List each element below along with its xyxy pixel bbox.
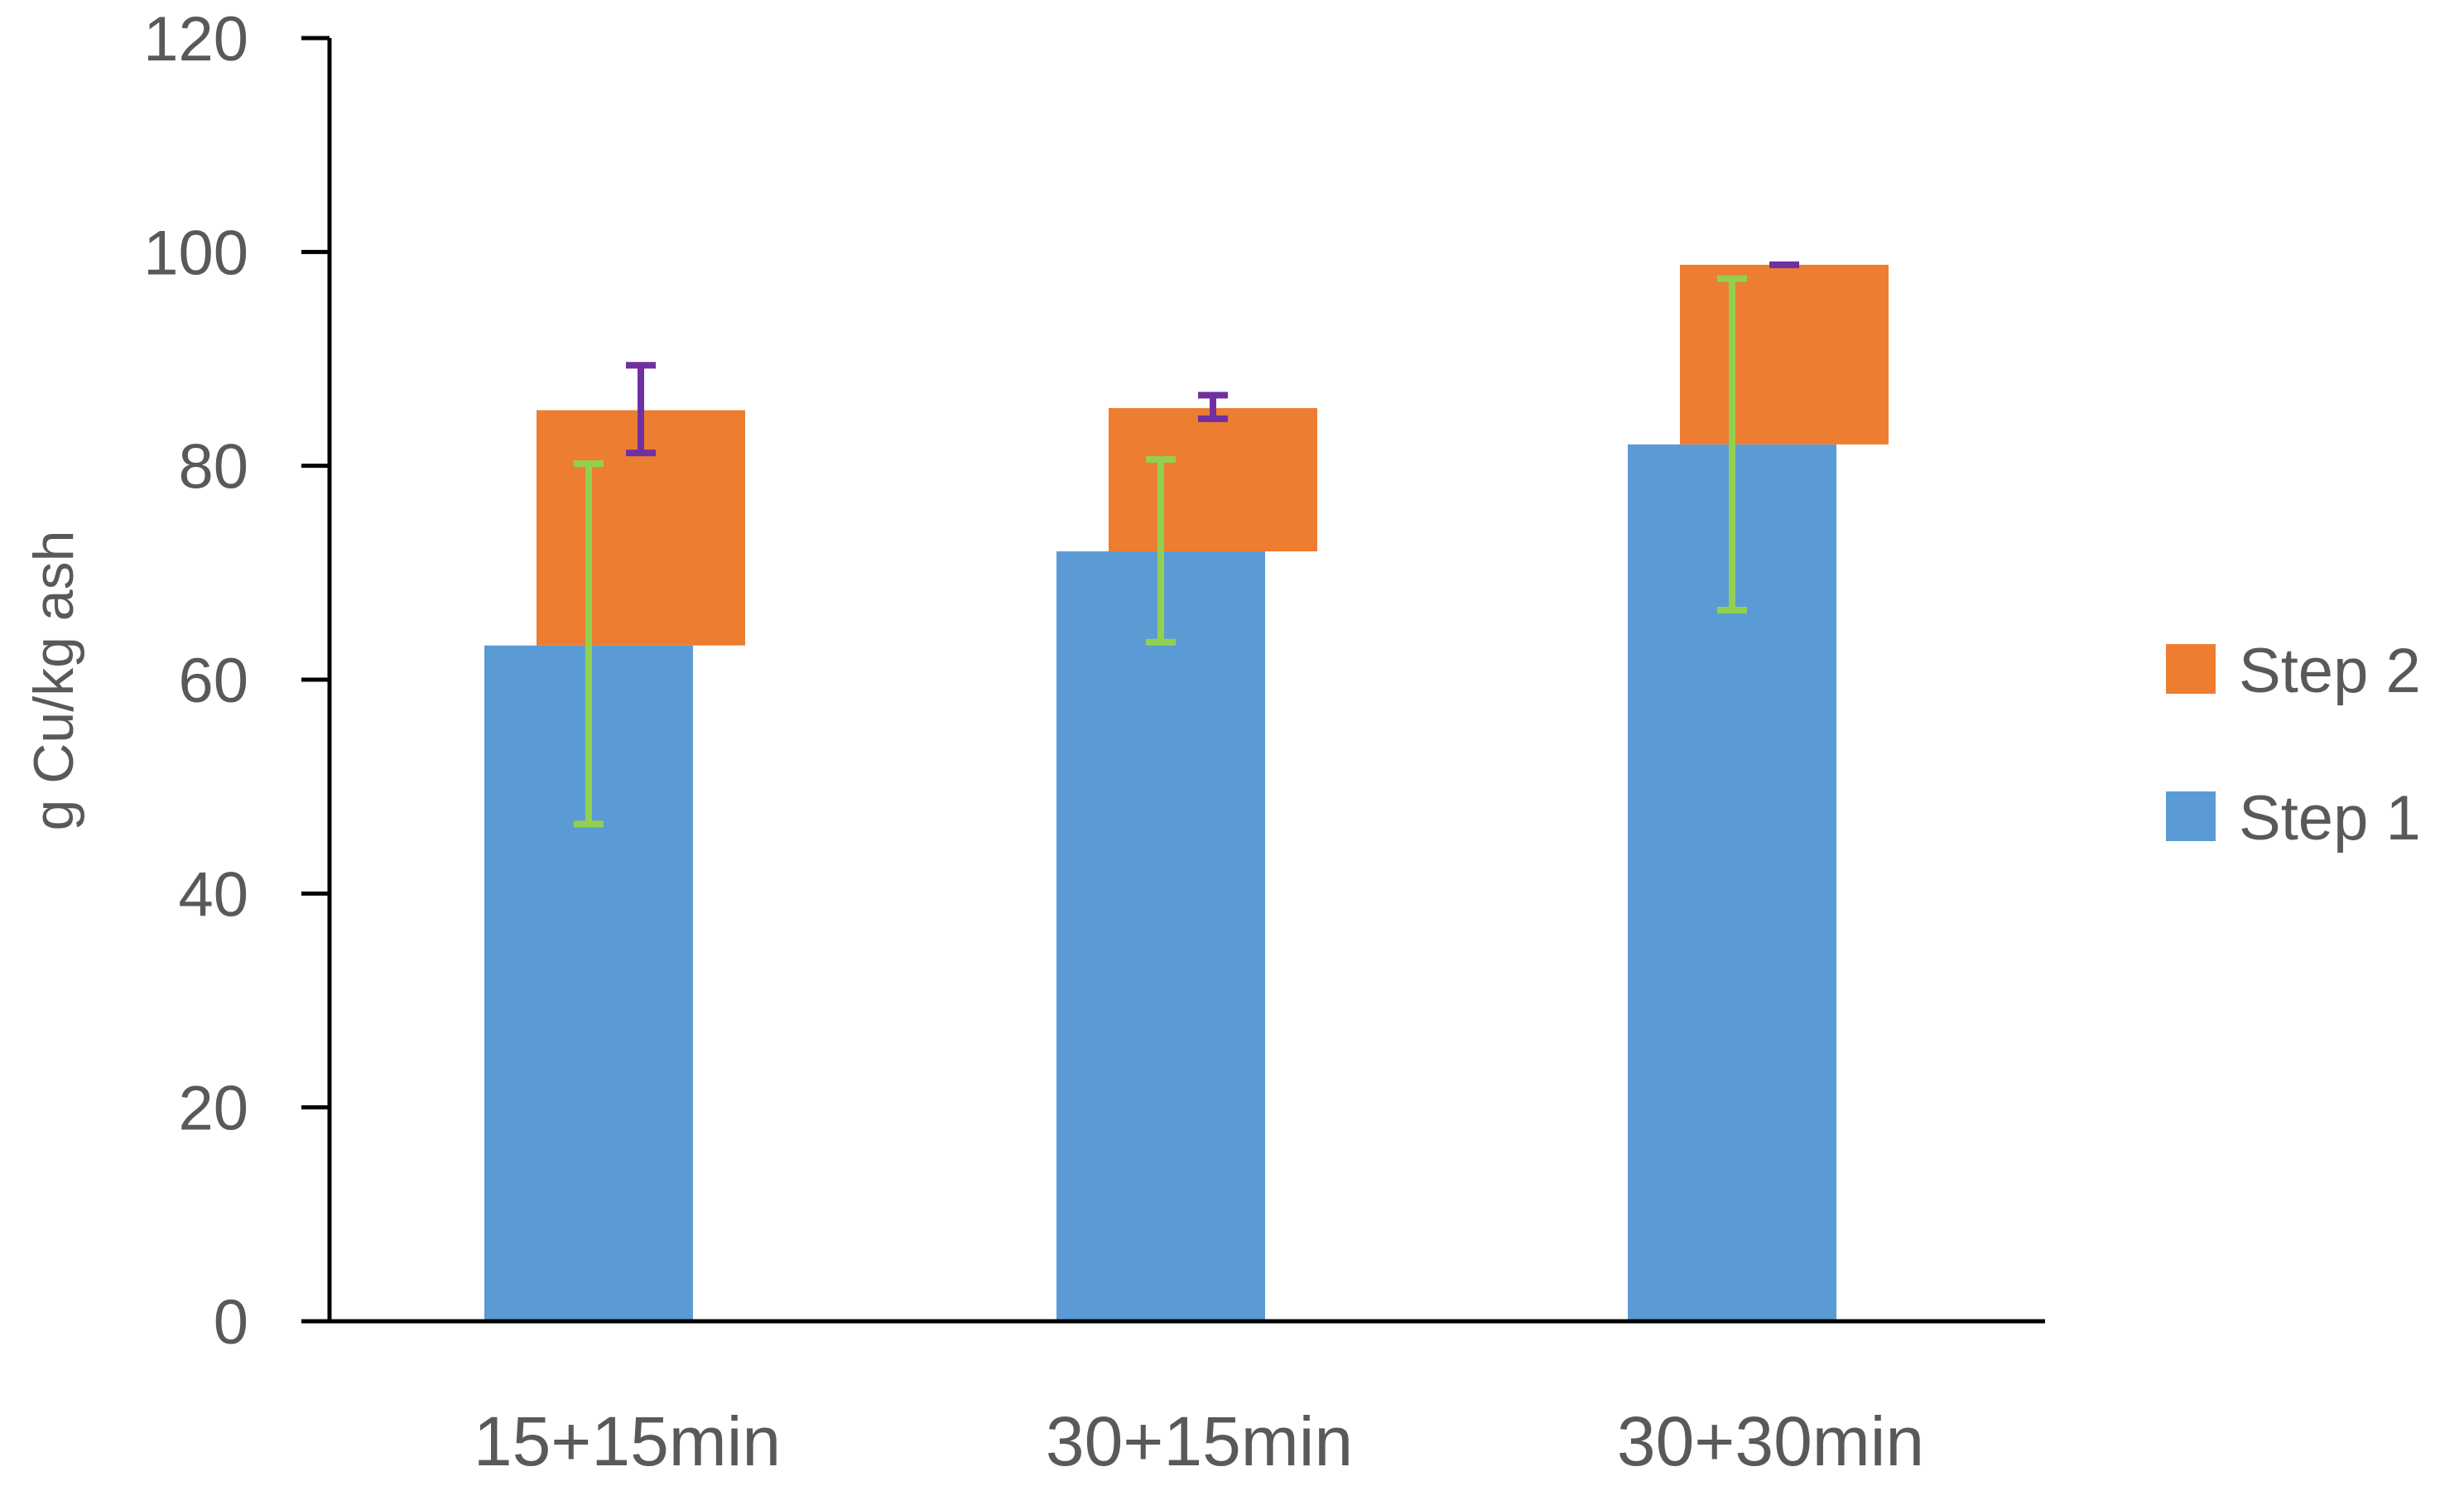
y-tick-label-40: 40	[178, 859, 248, 930]
bar-step2-3	[1680, 264, 1889, 445]
x-category-label-3: 30+30min	[1617, 1402, 1924, 1480]
x-category-label-2: 30+15min	[1046, 1402, 1353, 1480]
legend-label-1: Step 2	[2239, 636, 2421, 706]
error-bar-step1-3	[1717, 275, 1747, 614]
bar-step2-2	[1109, 407, 1317, 551]
y-axis-title: g Cu/kg ash	[22, 531, 85, 831]
error-bar-step2-2	[1198, 392, 1228, 422]
legend-item-2: Step 1	[2166, 783, 2421, 854]
axes: 0 20 40 60 80 100 120 15+15min 30+15min 30+30min	[143, 4, 2045, 1480]
y-tick-label-80: 80	[178, 432, 248, 503]
y-tick-label-0: 0	[214, 1287, 248, 1358]
y-tick-label-100: 100	[143, 218, 248, 288]
plot-area	[484, 261, 1889, 1322]
x-category-label-1: 15+15min	[474, 1402, 781, 1480]
error-bar-step1-2	[1146, 455, 1176, 646]
legend: Step 2 Step 1	[2166, 636, 2421, 854]
y-tick-label-120: 120	[143, 4, 248, 75]
bar-step1-2	[1056, 551, 1265, 1321]
error-bar-step1-1	[574, 460, 604, 828]
legend-swatch-2	[2166, 791, 2216, 841]
error-bar-step2-1	[626, 362, 656, 457]
y-tick-label-20: 20	[178, 1074, 248, 1144]
y-tick-label-60: 60	[178, 646, 248, 716]
legend-swatch-1	[2166, 644, 2216, 694]
legend-item-1: Step 2	[2166, 636, 2421, 706]
legend-label-2: Step 1	[2239, 783, 2421, 854]
